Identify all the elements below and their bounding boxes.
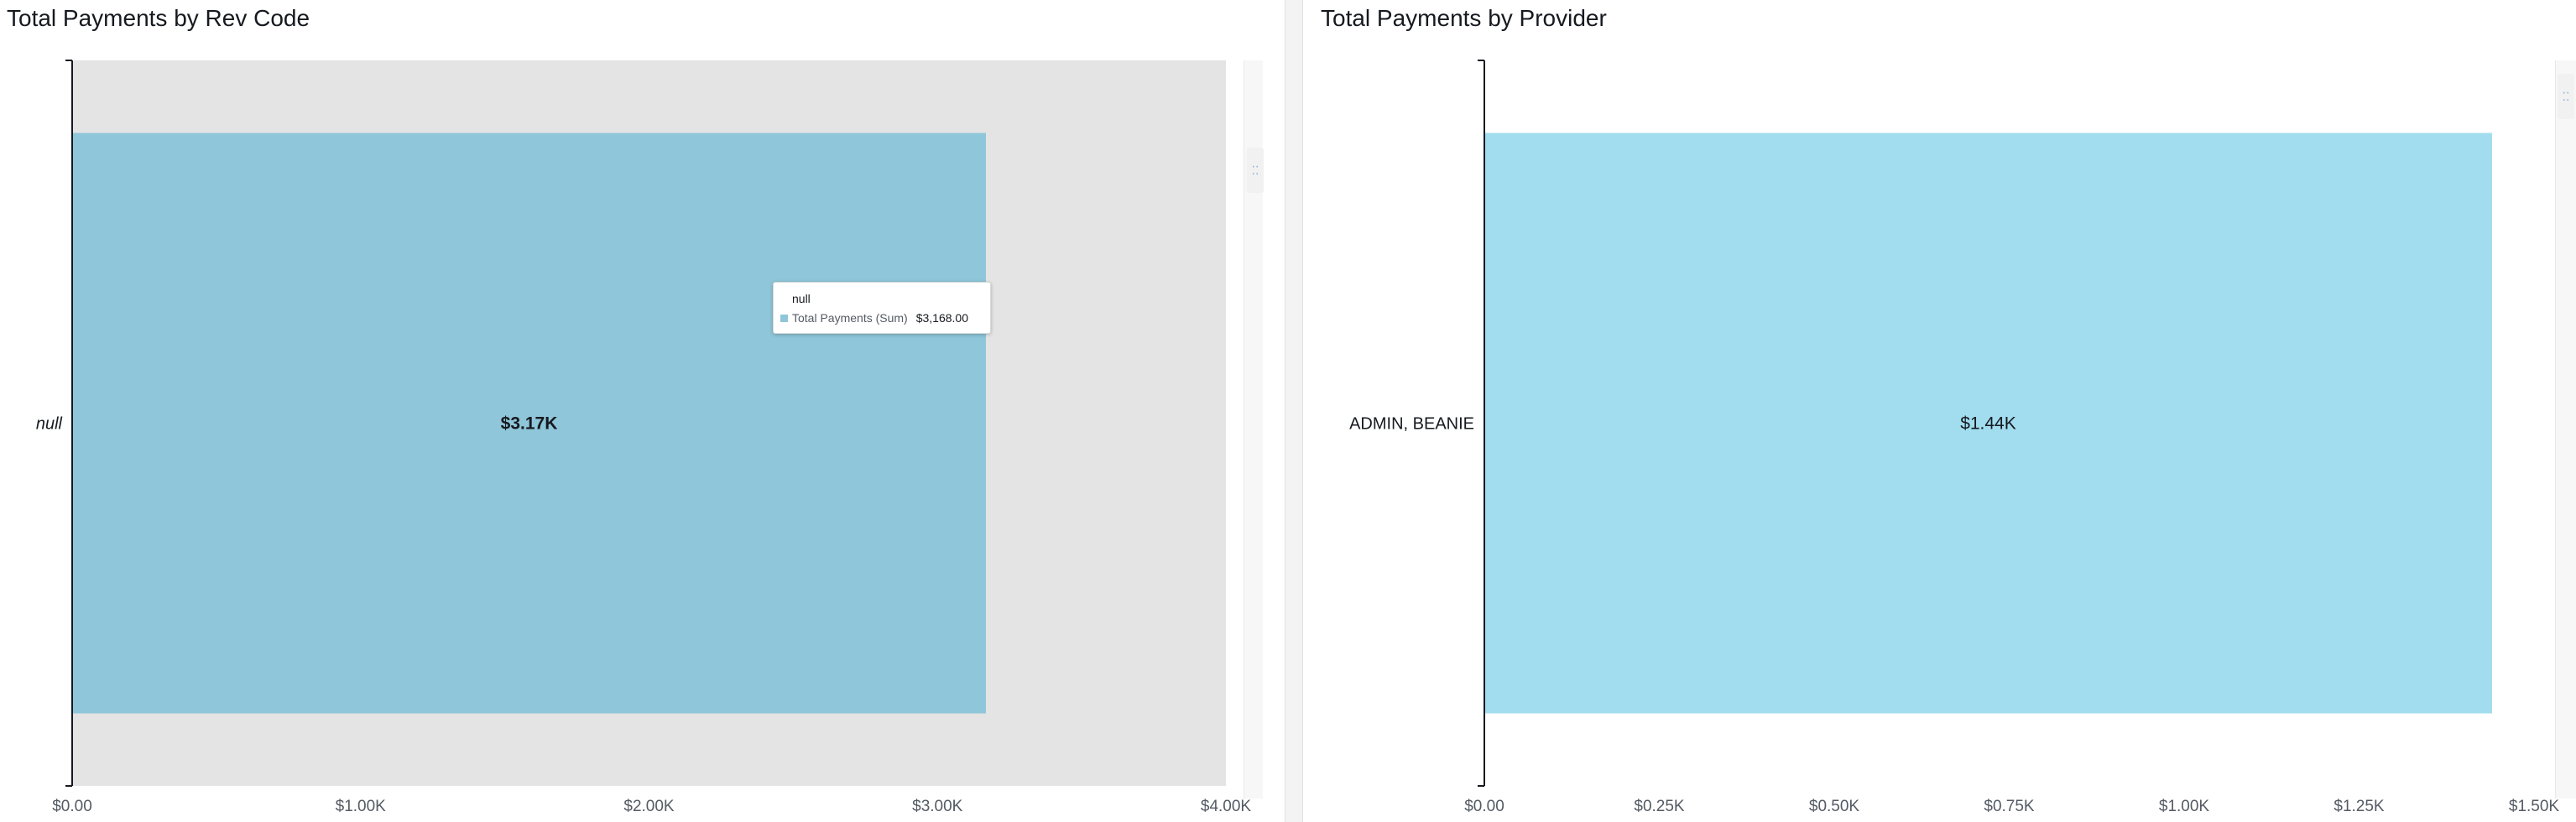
bar[interactable] — [1484, 133, 2492, 714]
x-tick-label: $1.25K — [2334, 798, 2385, 815]
x-tick-label: $4.00K — [1201, 798, 1252, 815]
x-tick-label: $2.00K — [623, 798, 675, 815]
tooltip-swatch — [780, 314, 788, 322]
x-tick-label: $1.50K — [2509, 798, 2560, 815]
provider-visual[interactable]: Total Payments by Provider $1.44K ADMIN, … — [1314, 0, 2576, 822]
tooltip-title: null — [792, 292, 811, 305]
rev-code-title: Total Payments by Rev Code — [7, 5, 310, 31]
tooltip-row: Total Payments (Sum) $3,168.00 — [780, 311, 968, 325]
bar-tooltip: null Total Payments (Sum) $3,168.00 — [773, 282, 991, 334]
tooltip-value: $3,168.00 — [915, 311, 969, 325]
x-tick-label: $0.00 — [1464, 798, 1504, 815]
x-tick-label: $0.25K — [1634, 798, 1685, 815]
data-label: $3.17K — [501, 414, 558, 434]
rev-code-visual[interactable]: Total Payments by Rev Code $3.17K null $0.… — [0, 0, 1284, 822]
x-tick-label: $1.00K — [2159, 798, 2210, 815]
rev-code-scrollbar[interactable] — [1244, 60, 1263, 799]
x-tick-label: $0.50K — [1809, 798, 1860, 815]
x-tick-label: $1.00K — [336, 798, 387, 815]
x-tick-label: $0.00 — [52, 798, 92, 815]
category-label: null — [36, 415, 63, 434]
x-tick-label: $0.75K — [1984, 798, 2035, 815]
panel-divider[interactable] — [1285, 0, 1303, 822]
provider-chart: $1.44K ADMIN, BEANIE $0.00 $0.25K $0.50K $0.7… — [1349, 60, 2560, 815]
provider-scrollbar[interactable] — [2555, 60, 2576, 799]
bar[interactable] — [72, 133, 986, 714]
data-label: $1.44K — [1960, 414, 2016, 434]
x-tick-label: $3.00K — [912, 798, 963, 815]
category-label: ADMIN, BEANIE — [1349, 415, 1474, 434]
drag-handle-icon[interactable]: ⁚⁚ — [2558, 74, 2574, 119]
drag-handle-icon[interactable]: ⁚⁚ — [1247, 148, 1264, 193]
tooltip-measure: Total Payments (Sum) — [792, 311, 908, 325]
provider-title: Total Payments by Provider — [1321, 5, 1607, 31]
rev-code-chart: $3.17K null $0.00 $1.00K $2.00K $3.00K $4.00K — [36, 60, 1252, 815]
